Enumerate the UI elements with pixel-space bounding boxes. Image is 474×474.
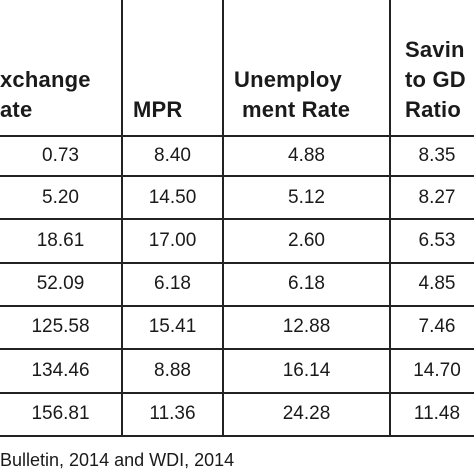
table-cell: 2.60 xyxy=(288,230,325,251)
header-bottom-border xyxy=(0,135,474,137)
table-bottom-border xyxy=(0,435,474,437)
column-divider xyxy=(121,0,123,437)
header-mpr: MPR xyxy=(133,97,183,122)
table-cell: 8.40 xyxy=(154,145,191,166)
row-divider xyxy=(0,175,474,177)
column-divider xyxy=(389,0,391,437)
row-divider xyxy=(0,305,474,307)
table-cell: 125.58 xyxy=(31,316,90,337)
table-cell: 5.20 xyxy=(42,187,79,208)
table-cell: 134.46 xyxy=(31,360,90,381)
table-cell: 6.18 xyxy=(288,273,325,294)
table-cell: 16.14 xyxy=(282,360,331,381)
table-cell: 156.81 xyxy=(31,403,90,424)
table-cell: 14.70 xyxy=(413,360,461,381)
row-divider xyxy=(0,348,474,350)
table-cell: 6.18 xyxy=(154,273,191,294)
header-exchange-rate-line-1: xchange xyxy=(0,67,91,92)
table-cell: 8.35 xyxy=(418,145,456,166)
table-cell: 12.88 xyxy=(282,316,331,337)
header-unemployment-rate-line-2: ment Rate xyxy=(242,97,351,122)
row-divider xyxy=(0,218,474,220)
table-cell: 4.85 xyxy=(418,273,456,294)
table-cell: 17.00 xyxy=(148,230,197,251)
header-savings-gdp-ratio-line-3: Ratio xyxy=(405,97,461,122)
table-cell: 11.36 xyxy=(149,403,196,424)
header-savings-gdp-ratio-line-2: to GD xyxy=(405,67,466,92)
table-cell: 8.27 xyxy=(418,187,456,208)
header-unemployment-rate-line-1: Unemploy xyxy=(234,67,342,92)
table-cell: 0.73 xyxy=(42,145,79,166)
row-divider xyxy=(0,262,474,264)
table-cell: 8.88 xyxy=(154,360,191,381)
table-cell: 24.28 xyxy=(282,403,331,424)
table-cell: 11.48 xyxy=(413,403,461,424)
table-cell: 6.53 xyxy=(418,230,456,251)
row-divider xyxy=(0,392,474,394)
source-note: Bulletin, 2014 and WDI, 2014 xyxy=(0,450,235,470)
table-cell: 15.41 xyxy=(148,316,197,337)
table-cell: 4.88 xyxy=(288,145,325,166)
header-exchange-rate-line-2: ate xyxy=(0,97,33,122)
column-divider xyxy=(222,0,224,437)
table-cell: 5.12 xyxy=(288,187,325,208)
header-savings-gdp-ratio-line-1: Savin xyxy=(405,37,465,62)
table-cell: 52.09 xyxy=(36,273,85,294)
table-cell: 7.46 xyxy=(418,316,456,337)
table-cell: 14.50 xyxy=(148,187,197,208)
table-cell: 18.61 xyxy=(36,230,85,251)
